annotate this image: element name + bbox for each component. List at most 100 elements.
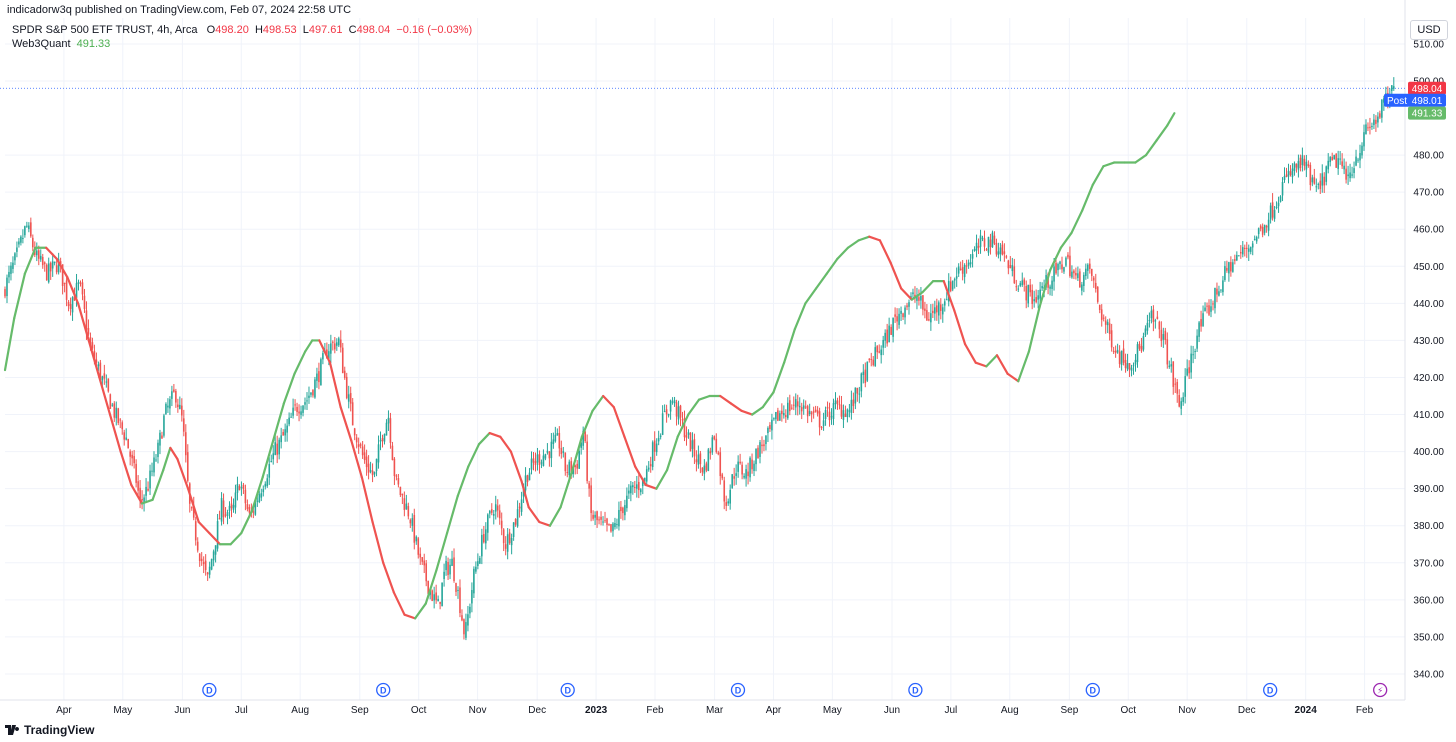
candle-body — [830, 416, 833, 418]
currency-button[interactable]: USD — [1410, 20, 1448, 40]
y-tick-label: 370.00 — [1413, 558, 1444, 569]
indicator-segment — [130, 483, 144, 505]
symbol-title[interactable]: SPDR S&P 500 ETF TRUST, 4h, Arca — [12, 24, 198, 36]
x-tick-label: Oct — [411, 705, 427, 716]
dividend-marker[interactable] — [730, 682, 746, 698]
candle-body — [1001, 244, 1004, 255]
dividend-marker[interactable] — [560, 682, 575, 698]
candle-body — [1106, 321, 1109, 326]
candle-body — [872, 359, 875, 366]
candle-body — [574, 465, 577, 467]
indicator-name[interactable]: Web3Quant — [12, 38, 71, 50]
candle-body — [1196, 335, 1198, 349]
candle-body — [936, 305, 938, 313]
candle-body — [538, 454, 541, 465]
candle-body — [504, 544, 507, 549]
candle-body — [844, 413, 847, 418]
candle-body — [787, 402, 789, 419]
candle-body — [826, 406, 829, 409]
dividend-marker[interactable] — [202, 682, 217, 698]
indicator-segment — [995, 354, 1009, 375]
candle-body — [775, 411, 777, 420]
candle-body — [641, 478, 644, 487]
post-label-tag — [1384, 93, 1410, 107]
candle-body — [540, 462, 543, 464]
candle-body — [743, 475, 745, 478]
indicator-segment — [655, 469, 669, 490]
candle-body — [542, 455, 545, 466]
candle-body — [107, 378, 110, 392]
candle-body — [588, 483, 590, 489]
candle-body — [165, 403, 167, 414]
x-tick-label: Sep — [1060, 705, 1078, 716]
candle-body — [975, 242, 978, 251]
candle-body — [721, 474, 724, 479]
candle-body — [190, 507, 193, 509]
candle-body — [820, 426, 823, 429]
candle-body — [649, 464, 652, 467]
indicator-segment — [350, 439, 364, 479]
indicator-segment — [55, 257, 69, 279]
candle-body — [1003, 251, 1006, 255]
candle-body — [1027, 284, 1030, 304]
candle-body — [1140, 345, 1143, 352]
indicator-segment — [953, 309, 967, 346]
candle-body — [41, 256, 44, 266]
candle-body — [703, 465, 706, 474]
candle-body — [459, 587, 461, 614]
candle-body — [735, 473, 737, 476]
candle-body — [683, 418, 686, 438]
dividend-marker[interactable] — [908, 682, 923, 698]
candle-body — [335, 342, 338, 346]
candle-body — [916, 295, 918, 301]
candle-body — [852, 399, 855, 407]
candle-body — [379, 439, 382, 442]
candle-body — [417, 538, 420, 555]
candle-body — [314, 379, 316, 398]
candle-body — [749, 457, 751, 478]
close-label: C — [348, 24, 357, 36]
dividend-marker[interactable] — [1085, 682, 1100, 698]
dividend-marker[interactable] — [376, 682, 391, 698]
dividend-marker[interactable] — [1263, 682, 1278, 698]
candle-body — [878, 351, 881, 353]
candle-body — [699, 453, 702, 465]
indicator-segment — [548, 506, 562, 527]
candle-body — [4, 289, 6, 297]
candle-body — [979, 235, 982, 247]
candle-body — [526, 475, 529, 482]
candle-body — [1251, 243, 1254, 248]
candle-body — [268, 464, 271, 478]
candle-body — [133, 456, 135, 464]
candle-body — [183, 418, 185, 432]
candle-body — [1160, 329, 1163, 342]
candle-body — [534, 461, 537, 465]
low-label: L — [302, 24, 309, 36]
candle-body — [302, 405, 304, 413]
candle-body — [1379, 113, 1381, 118]
candle-body — [192, 505, 195, 518]
indicator-segment — [403, 613, 417, 620]
candle-body — [97, 364, 100, 367]
split-marker[interactable] — [1373, 682, 1388, 698]
candle-body — [814, 409, 817, 412]
candle-body — [886, 329, 888, 344]
candle-body — [341, 347, 344, 374]
candle-body — [1071, 271, 1073, 278]
candle-body — [115, 407, 118, 419]
candle-body — [121, 422, 124, 430]
candle-body — [908, 302, 910, 307]
candle-body — [266, 478, 269, 487]
y-tick-label: 410.00 — [1413, 410, 1444, 421]
candle-body — [1025, 285, 1028, 301]
candle-body — [202, 561, 205, 565]
candle-body — [689, 432, 692, 452]
candle-body — [413, 514, 416, 543]
candle-body — [1015, 286, 1018, 288]
x-tick-label: May — [823, 705, 842, 716]
candle-body — [479, 558, 481, 564]
y-tick-label: 450.00 — [1413, 262, 1444, 273]
indicator-segment — [3, 317, 16, 372]
candle-body — [483, 534, 485, 543]
